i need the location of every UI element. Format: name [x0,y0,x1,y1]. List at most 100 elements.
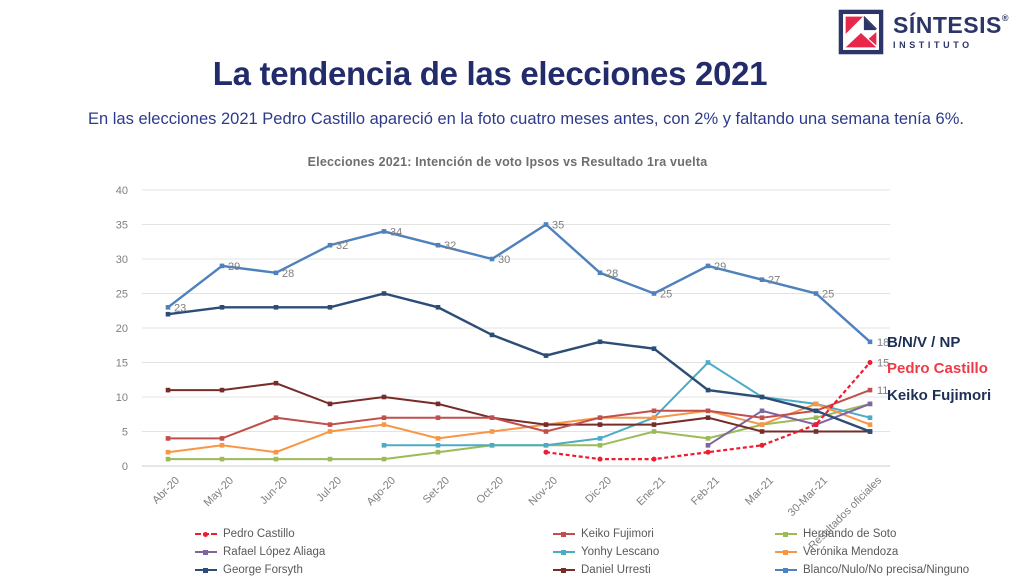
series-marker-yonhy-lescano [597,436,603,441]
series-line-ver-nika-mendoza [167,402,871,454]
series-marker-keiko-fujimori [273,415,279,420]
x-axis-label: Ago-20 [365,475,399,509]
registered-mark: ® [1001,13,1009,23]
series-marker-hernando-de-soto [435,449,441,455]
data-label: 28 [606,268,618,280]
legend-marker [553,532,575,537]
series-marker-george-forsyth [543,353,549,358]
legend-label: Daniel Urresti [581,564,651,576]
series-marker-daniel-urresti [327,401,333,407]
series-marker-keiko-fujimori [543,429,549,434]
series-line-daniel-urresti [168,382,870,433]
x-axis-label: Ene-21 [635,475,669,509]
series-marker-ver-nika-mendoza [813,401,819,407]
series-marker-keiko-fujimori [759,415,765,420]
legend-item-blanco-nulo-no-precisa-ninguno: Blanco/Nulo/No precisa/Ninguno [775,563,969,577]
logo-subbrand: INSTITUTO [893,40,973,50]
series-marker-ver-nika-mendoza [489,429,495,434]
logo-icon [838,9,884,55]
series-marker-george-forsyth [651,346,657,351]
legend-item-daniel-urresti: Daniel Urresti [553,563,659,577]
series-marker-pedro-castillo [759,442,765,448]
end-value-label: 18 [877,337,889,349]
chart-legend: Pedro Castillo Rafael López Aliaga George … [0,527,1024,577]
x-axis-label: Oct-20 [474,475,506,507]
series-marker-hernando-de-soto [219,456,225,462]
series-line-blanco-nulo-no-precisa-ninguno [167,222,871,343]
legend-item-george-forsyth: George Forsyth [195,563,325,577]
legend-label: Rafael López Aliaga [223,546,326,558]
series-marker-blanco-nulo-no-precisa-ninguno [705,263,711,269]
legend-marker [195,550,217,555]
x-axis-label: 30-Mar-21 [786,475,830,519]
legend-label: Blanco/Nulo/No precisa/Ninguno [803,564,970,576]
series-marker-daniel-urresti [651,422,657,427]
series-marker-ver-nika-mendoza [435,436,441,441]
data-label: 32 [336,240,348,252]
data-label: 32 [444,240,456,252]
series-marker-blanco-nulo-no-precisa-ninguno [327,242,333,248]
legend-item-hernando-de-soto: Hernando de Soto [775,527,969,541]
series-marker-hernando-de-soto [327,456,333,462]
series-marker-pedro-castillo [597,456,603,462]
legend-marker [195,568,217,573]
series-marker-daniel-urresti [273,380,279,386]
logo: SÍNTESIS® INSTITUTO [838,9,1009,55]
series-marker-keiko-fujimori [867,387,873,393]
series-marker-keiko-fujimori [165,436,171,441]
series-marker-blanco-nulo-no-precisa-ninguno [813,291,819,296]
series-marker-ver-nika-mendoza [273,449,279,455]
series-marker-yonhy-lescano [435,443,441,448]
legend-marker-dot [561,550,566,555]
legend-marker [553,568,575,573]
series-marker-blanco-nulo-no-precisa-ninguno [867,339,873,345]
series-marker-george-forsyth [759,394,765,400]
legend-item-pedro-castillo: Pedro Castillo [195,527,325,541]
page-title: La tendencia de las elecciones 2021 [212,55,768,92]
legend-label: Yonhy Lescano [581,546,660,558]
y-axis-label: 20 [116,323,128,335]
series-marker-hernando-de-soto [273,456,279,462]
series-marker-pedro-castillo [705,449,711,455]
series-marker-hernando-de-soto [381,456,387,462]
series-marker-blanco-nulo-no-precisa-ninguno [759,277,765,282]
series-marker-blanco-nulo-no-precisa-ninguno [651,291,657,296]
series-marker-hernando-de-soto [651,429,657,434]
series-marker-rafael-l-pez-aliaga [867,401,873,407]
x-axis-label: Dic-20 [583,475,614,506]
legend-column: Keiko Fujimori Yonhy Lescano Daniel Urrest… [553,527,659,581]
series-line-george-forsyth [167,292,871,433]
series-marker-daniel-urresti [165,387,171,393]
series-marker-george-forsyth [705,387,711,393]
legend-marker-dot [203,550,208,555]
series-line-rafael-l-pez-aliaga [707,402,871,447]
legend-label: George Forsyth [223,564,303,576]
series-marker-pedro-castillo [813,422,819,428]
series-marker-pedro-castillo [543,449,549,455]
x-axis-label: Jun-20 [258,475,290,507]
legend-item-keiko-fujimori: Keiko Fujimori [553,527,659,541]
series-marker-hernando-de-soto [597,443,603,448]
series-marker-keiko-fujimori [327,422,333,427]
series-marker-keiko-fujimori [705,408,711,414]
data-label: 25 [660,289,672,301]
y-axis-label: 40 [116,185,128,197]
series-marker-daniel-urresti [597,422,603,427]
x-axis-label: Nov-20 [527,475,561,509]
series-marker-blanco-nulo-no-precisa-ninguno [165,305,171,310]
legend-marker-dot [783,532,788,537]
series-marker-ver-nika-mendoza [165,449,171,455]
y-axis-label: 15 [116,358,128,370]
series-marker-george-forsyth [165,311,171,317]
data-label: 25 [822,289,834,301]
annotation-bnv-np: B/N/V / NP [887,334,961,351]
series-marker-blanco-nulo-no-precisa-ninguno [219,263,225,269]
series-marker-ver-nika-mendoza [651,415,657,420]
series-marker-yonhy-lescano [705,360,711,365]
series-marker-george-forsyth [489,332,495,338]
series-marker-blanco-nulo-no-precisa-ninguno [489,256,495,262]
series-marker-yonhy-lescano [381,443,387,448]
series-marker-yonhy-lescano [867,415,873,420]
legend-marker [775,532,797,537]
